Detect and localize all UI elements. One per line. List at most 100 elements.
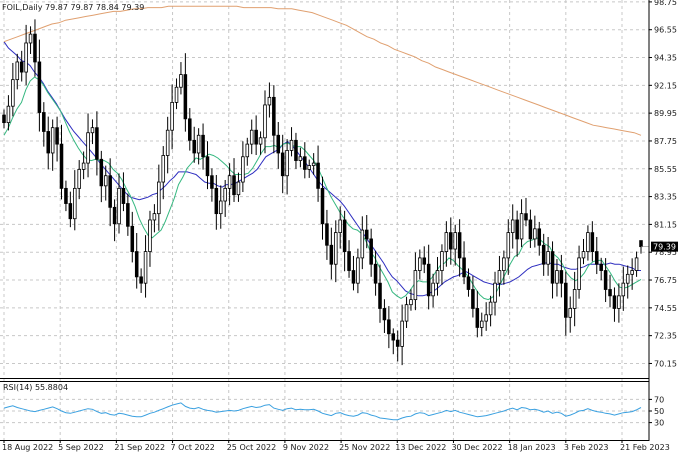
candle-body bbox=[223, 187, 227, 202]
candle-body bbox=[541, 244, 546, 265]
candle bbox=[555, 259, 559, 297]
candle-body bbox=[519, 213, 524, 240]
candle-body bbox=[325, 223, 329, 246]
candle-body bbox=[86, 132, 90, 164]
candle bbox=[19, 50, 24, 82]
candle-body bbox=[342, 219, 347, 252]
y-tick-label: 78.95 bbox=[654, 248, 677, 257]
candle-body bbox=[103, 175, 108, 187]
candle-body bbox=[382, 308, 387, 321]
candle-body bbox=[475, 308, 480, 328]
candle-body bbox=[360, 229, 365, 259]
candle bbox=[218, 185, 223, 229]
candle bbox=[444, 221, 449, 267]
y-tick-label: 94.35 bbox=[654, 54, 677, 63]
candle bbox=[594, 236, 599, 275]
candle bbox=[351, 255, 356, 291]
candle bbox=[519, 199, 524, 248]
candle-body bbox=[249, 129, 254, 145]
candle bbox=[298, 147, 303, 168]
candle bbox=[599, 257, 603, 281]
candle-body bbox=[245, 143, 250, 158]
candle bbox=[289, 127, 294, 157]
candle-body bbox=[170, 102, 174, 131]
candle-body bbox=[188, 118, 192, 141]
candle-body bbox=[241, 156, 245, 183]
candle bbox=[81, 151, 86, 180]
candle-body bbox=[143, 251, 148, 284]
candle bbox=[258, 131, 263, 155]
candle-body bbox=[568, 308, 572, 318]
candle bbox=[227, 163, 232, 206]
candle bbox=[577, 245, 581, 299]
candle bbox=[236, 172, 241, 202]
candle-body bbox=[612, 295, 617, 309]
candle-body bbox=[148, 219, 152, 252]
x-tick-label: 18 Jan 2023 bbox=[508, 443, 556, 452]
candle bbox=[73, 170, 77, 231]
candle bbox=[68, 191, 73, 228]
candle-body bbox=[471, 289, 475, 309]
candle-body bbox=[564, 282, 568, 318]
candle bbox=[373, 250, 378, 296]
candle-body bbox=[285, 150, 289, 177]
candle bbox=[466, 268, 471, 297]
candle bbox=[139, 268, 143, 293]
candle-body bbox=[227, 175, 232, 189]
candle bbox=[568, 296, 572, 333]
candle bbox=[254, 115, 258, 156]
candle-body bbox=[179, 74, 183, 88]
candle bbox=[280, 134, 285, 194]
candle-body bbox=[484, 314, 488, 322]
y-tick-label: 87.75 bbox=[654, 137, 677, 146]
candle bbox=[165, 116, 170, 174]
candle-body bbox=[37, 61, 42, 113]
y-tick-label: 72.35 bbox=[654, 332, 677, 341]
candle-body bbox=[236, 181, 241, 196]
candle bbox=[112, 199, 117, 242]
candle-body bbox=[581, 251, 586, 259]
candle bbox=[342, 210, 347, 272]
candle bbox=[179, 62, 183, 95]
candle bbox=[409, 289, 413, 311]
candle-body bbox=[387, 319, 391, 335]
candle-body bbox=[68, 203, 73, 220]
candle-body bbox=[77, 169, 81, 189]
candle bbox=[33, 19, 37, 77]
candle-body bbox=[634, 257, 639, 271]
candle bbox=[192, 126, 196, 163]
candle-body bbox=[329, 244, 334, 265]
x-tick-label: 5 Sep 2022 bbox=[58, 443, 104, 452]
candle-body bbox=[121, 187, 126, 204]
candle bbox=[586, 225, 590, 261]
candle-body bbox=[462, 257, 466, 278]
grid bbox=[0, 0, 649, 440]
candle bbox=[537, 221, 542, 256]
candle-body bbox=[81, 162, 86, 170]
candle bbox=[484, 302, 488, 331]
candle-body bbox=[453, 232, 457, 250]
candle-body bbox=[112, 206, 117, 225]
candle bbox=[59, 124, 64, 200]
x-tick-label: 30 Dec 2022 bbox=[451, 443, 502, 452]
candle-body bbox=[316, 162, 320, 189]
rsi-indicator bbox=[3, 402, 642, 421]
candle-body bbox=[46, 131, 51, 154]
candle bbox=[625, 265, 630, 299]
candle-body bbox=[617, 295, 621, 309]
x-tick-label: 7 Oct 2022 bbox=[171, 443, 215, 452]
candle-body bbox=[73, 187, 77, 220]
candle-body bbox=[320, 187, 325, 225]
candle-body bbox=[139, 276, 143, 284]
candle bbox=[581, 238, 586, 265]
candle-body bbox=[289, 139, 294, 151]
candle-body bbox=[533, 228, 537, 240]
candle-body bbox=[524, 213, 528, 221]
candle bbox=[338, 206, 342, 249]
candle-body bbox=[497, 270, 502, 284]
candle-body bbox=[621, 282, 626, 297]
candle-body bbox=[603, 270, 608, 290]
candle bbox=[422, 246, 427, 274]
